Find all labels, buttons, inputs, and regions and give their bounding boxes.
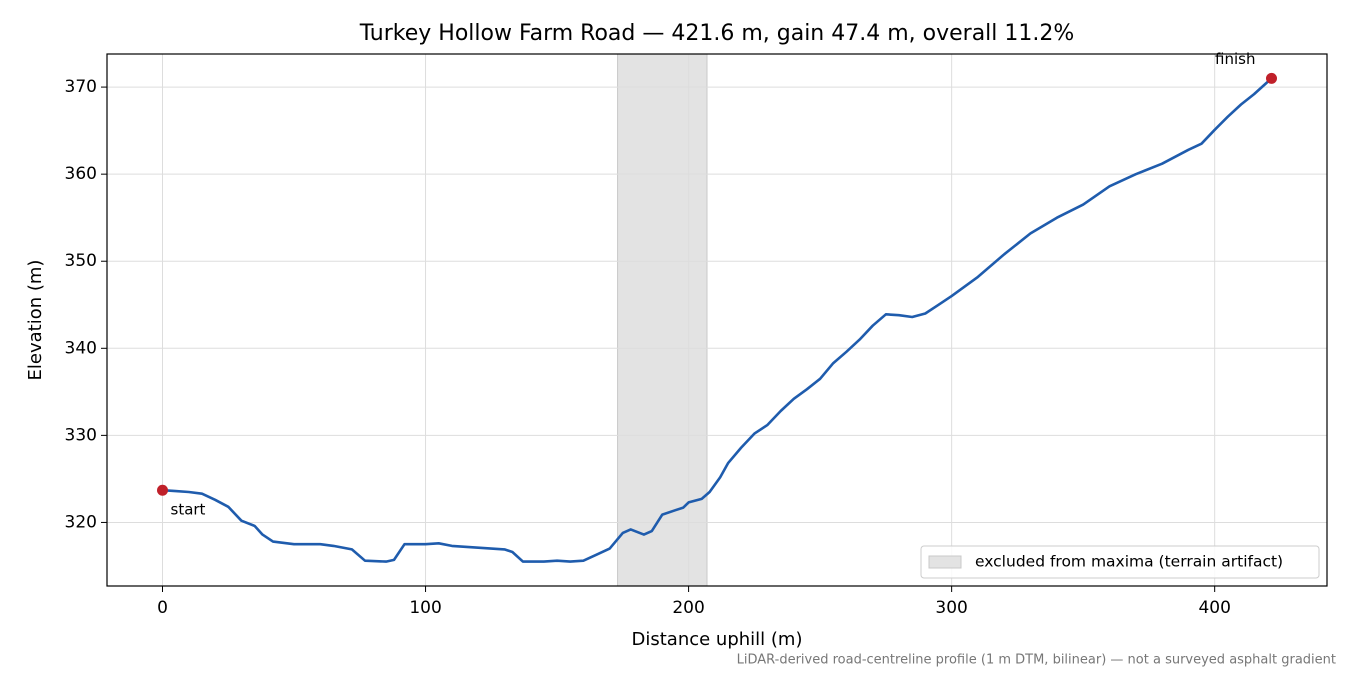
elevation-line	[162, 77, 1273, 563]
x-tick-label: 300	[935, 598, 967, 618]
y-tick-label: 320	[65, 512, 97, 532]
x-tick-label: 200	[672, 598, 704, 618]
y-axis-label: Elevation (m)	[25, 260, 46, 381]
chart-title: Turkey Hollow Farm Road — 421.6 m, gain …	[359, 21, 1075, 46]
legend-label: excluded from maxima (terrain artifact)	[975, 553, 1283, 571]
plot-frame	[106, 53, 1328, 587]
endpoint-marker	[1265, 72, 1277, 84]
y-tick-label: 370	[65, 77, 97, 97]
legend-swatch	[928, 555, 962, 569]
y-tick-label: 350	[65, 251, 97, 271]
legend-box	[920, 545, 1320, 579]
y-tick-label: 360	[65, 164, 97, 184]
y-tick-label: 330	[65, 425, 97, 445]
shaded-region	[617, 53, 708, 587]
annotation: start	[171, 501, 206, 519]
y-tick-label: 340	[65, 338, 97, 358]
footnote: LiDAR-derived road-centreline profile (1…	[737, 653, 1336, 668]
x-tick-label: 0	[157, 598, 168, 618]
annotation: finish	[1215, 50, 1255, 68]
endpoint-marker	[157, 484, 169, 496]
x-tick-label: 100	[409, 598, 441, 618]
x-tick-label: 400	[1198, 598, 1230, 618]
x-axis-label: Distance uphill (m)	[632, 629, 803, 650]
